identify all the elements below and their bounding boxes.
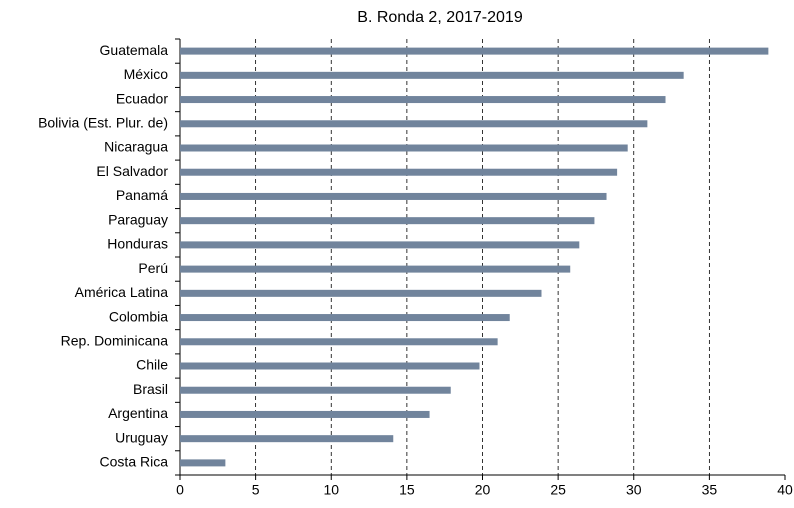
y-tick-label: Guatemala bbox=[100, 42, 169, 58]
bar bbox=[180, 144, 628, 152]
y-tick-label: Brasil bbox=[133, 381, 168, 397]
y-tick-label: América Latina bbox=[75, 284, 169, 300]
bar bbox=[180, 71, 684, 79]
x-tick-label: 40 bbox=[777, 482, 793, 498]
y-tick-label: Costa Rica bbox=[100, 454, 169, 470]
y-tick-label: Uruguay bbox=[115, 429, 168, 445]
y-tick-label: México bbox=[124, 66, 169, 82]
y-tick-label: Chile bbox=[136, 357, 168, 373]
x-tick-label: 15 bbox=[399, 482, 415, 498]
bar bbox=[180, 120, 648, 128]
x-tick-label: 25 bbox=[550, 482, 566, 498]
chart-title: B. Ronda 2, 2017-2019 bbox=[357, 9, 523, 26]
x-tick-label: 0 bbox=[176, 482, 184, 498]
y-tick-label: Rep. Dominicana bbox=[61, 332, 169, 348]
y-tick-label: El Salvador bbox=[96, 163, 168, 179]
bar bbox=[180, 96, 666, 104]
bar bbox=[180, 168, 618, 176]
x-tick-label: 30 bbox=[626, 482, 642, 498]
y-tick-label: Paraguay bbox=[108, 211, 168, 227]
y-tick-label: Argentina bbox=[108, 405, 168, 421]
bar bbox=[180, 314, 510, 322]
x-tick-label: 5 bbox=[252, 482, 260, 498]
y-tick-label: Bolivia (Est. Plur. de) bbox=[38, 114, 168, 130]
bar bbox=[180, 338, 498, 346]
bar bbox=[180, 241, 580, 249]
y-tick-label: Colombia bbox=[109, 308, 168, 324]
y-tick-label: Nicaragua bbox=[104, 139, 168, 155]
bar bbox=[180, 47, 769, 55]
y-tick-label: Ecuador bbox=[116, 90, 168, 106]
x-tick-label: 10 bbox=[323, 482, 339, 498]
y-tick-label: Perú bbox=[138, 260, 168, 276]
bar bbox=[180, 435, 394, 443]
bar bbox=[180, 265, 571, 273]
bar bbox=[180, 192, 607, 200]
x-tick-label: 35 bbox=[702, 482, 718, 498]
x-tick-label: 20 bbox=[475, 482, 491, 498]
y-tick-label: Honduras bbox=[107, 236, 168, 252]
bar bbox=[180, 410, 430, 418]
bar bbox=[180, 459, 226, 467]
bar bbox=[180, 386, 451, 394]
bar bbox=[180, 217, 595, 225]
bar bbox=[180, 289, 542, 297]
y-tick-label: Panamá bbox=[116, 187, 168, 203]
bar bbox=[180, 362, 480, 370]
